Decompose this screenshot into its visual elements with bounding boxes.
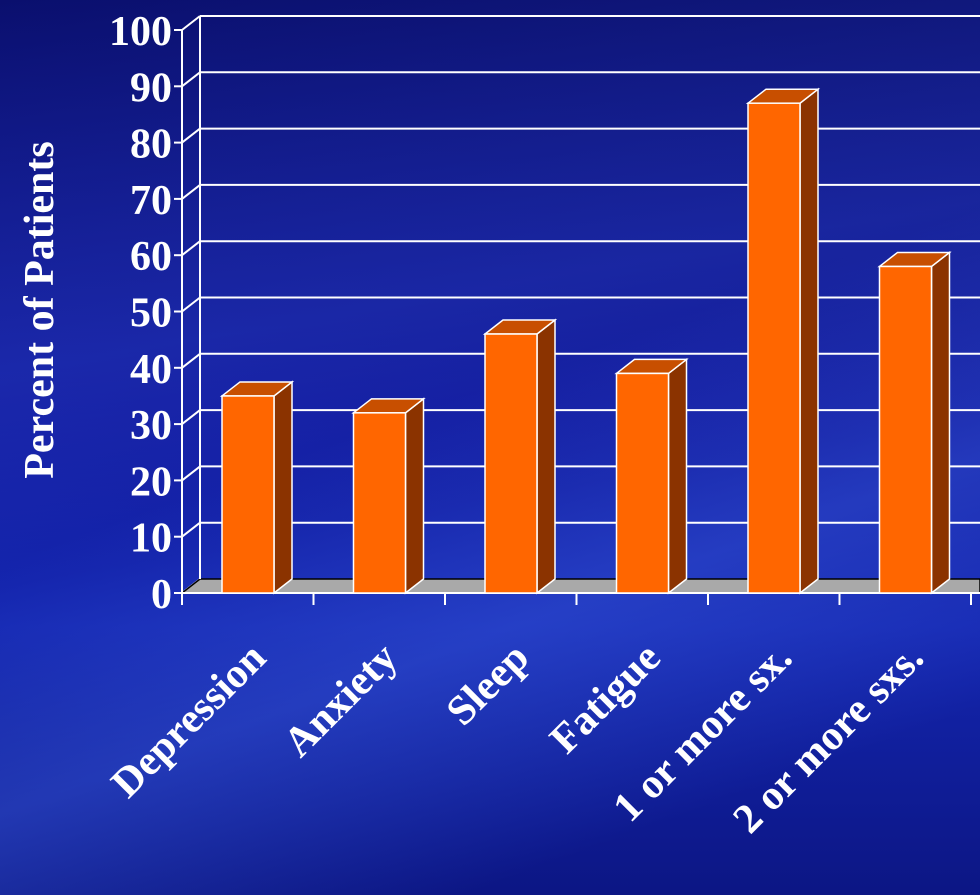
gridline-wall-tick — [181, 409, 201, 425]
bar-front — [352, 412, 407, 594]
y-tick-label: 80 — [130, 122, 172, 168]
bar — [482, 318, 558, 595]
chart-floor — [179, 578, 980, 594]
bars — [219, 87, 952, 595]
gridline-wall-tick — [181, 240, 201, 256]
bar-side — [536, 318, 556, 595]
gridline-wall-tick — [181, 353, 201, 369]
bar-front — [484, 333, 538, 594]
bar-front — [615, 372, 670, 594]
bar-side — [273, 380, 293, 595]
bar — [351, 397, 426, 595]
y-tick-label: 10 — [130, 516, 172, 562]
gridline-wall-tick — [181, 184, 201, 200]
y-tick-label: 90 — [130, 65, 172, 111]
bar-front — [221, 395, 275, 594]
bar-side — [930, 250, 951, 595]
y-tick-label: 50 — [130, 291, 172, 337]
bar-front — [878, 265, 933, 594]
axes — [174, 16, 980, 605]
y-tick-labels: 0 10 20 30 40 50 60 70 80 90 100 — [109, 9, 172, 618]
bar-side — [667, 357, 688, 595]
y-tick-label: 40 — [130, 347, 172, 393]
gridline-wall-tick — [181, 71, 201, 88]
gridline-wall-tick — [181, 521, 201, 538]
gridline-wall-tick — [181, 127, 201, 144]
y-tick-label: 100 — [109, 9, 172, 55]
x-tick-label: Sleep — [438, 635, 538, 735]
y-tick-label: 60 — [130, 234, 172, 280]
y-tick-label: 30 — [130, 403, 172, 449]
y-tick-label: 20 — [130, 459, 172, 505]
x-tick-label: Anxiety — [275, 635, 407, 767]
bar — [745, 87, 821, 595]
y-axis-label: Percent of Patients — [17, 141, 63, 479]
y-tick-label: 70 — [130, 178, 172, 224]
bar — [614, 357, 689, 595]
x-tick-label: Depression — [103, 635, 275, 807]
bar-front — [747, 102, 801, 594]
x-tick-label: Fatigue — [541, 635, 669, 763]
bar — [219, 380, 295, 595]
bar-side — [799, 87, 819, 595]
gridline-wall-tick — [181, 465, 201, 482]
bar — [877, 250, 952, 595]
y-tick-label: 0 — [151, 572, 172, 618]
gridline-wall-tick — [181, 15, 201, 31]
floor-plane — [179, 578, 980, 594]
gridlines — [181, 15, 980, 594]
gridline-wall-tick — [181, 296, 201, 313]
bar-side — [404, 397, 425, 595]
